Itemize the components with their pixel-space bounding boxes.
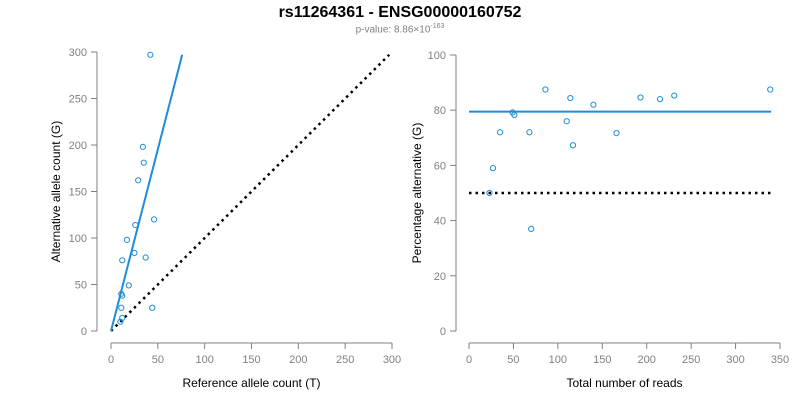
y-axis-title: Alternative allele count (G) — [49, 121, 63, 262]
data-point — [567, 94, 574, 102]
panel-allele-counts: 0 50 100 150 200 250 300 0 50 100 150 200 250 300 Refe… — [49, 47, 401, 390]
data-point — [132, 221, 139, 229]
x-tick-label: 200 — [638, 354, 656, 366]
x-tick-label: 200 — [289, 354, 307, 366]
data-point — [528, 225, 535, 232]
y-tick-label: 50 — [75, 280, 87, 292]
y-axis-title: Percentage alternative (G) — [410, 123, 424, 264]
data-point — [542, 86, 549, 93]
data-point — [150, 216, 158, 223]
panel-percentage-alternative: 0 50 100 150 200 250 300 350 0 20 40 60 80 100 Total n… — [410, 50, 789, 390]
data-point — [119, 257, 126, 264]
p-value-text: p-value: 8.86×10 — [355, 24, 431, 36]
data-point — [131, 249, 138, 256]
x-tick-label: 150 — [242, 354, 260, 366]
data-point — [119, 314, 126, 322]
y-tick-label: 20 — [434, 271, 446, 283]
data-point — [117, 318, 124, 325]
data-point — [135, 177, 142, 184]
y-tick-label: 100 — [69, 233, 87, 245]
x-tick-label: 250 — [336, 354, 354, 366]
y-tick-label: 250 — [69, 94, 87, 106]
x-tick-label: 100 — [195, 354, 213, 366]
data-point — [767, 86, 774, 93]
chart-title: rs11264361 - ENSG00000160752 — [278, 4, 522, 21]
x-axis-title: Total number of reads — [566, 376, 682, 390]
y-tick-label: 150 — [69, 187, 87, 199]
data-point — [139, 143, 146, 150]
data-point — [489, 165, 497, 172]
x-axis-title: Reference allele count (T) — [182, 376, 320, 390]
x-tick-label: 300 — [726, 354, 744, 366]
p-value-subtitle: p-value: 8.86×10-163 — [0, 23, 800, 35]
y-tick-label: 0 — [81, 326, 87, 338]
data-point — [497, 129, 504, 136]
data-point — [569, 142, 577, 149]
data-point — [140, 159, 147, 166]
p-value-exponent: -163 — [430, 23, 445, 30]
data-point — [526, 129, 533, 136]
data-point — [613, 130, 620, 137]
fit-line — [110, 54, 184, 332]
data-point — [511, 111, 518, 118]
data-point — [118, 304, 125, 311]
data-point — [149, 304, 156, 311]
data-point — [656, 96, 664, 103]
data-point — [147, 51, 154, 58]
x-tick-label: 350 — [771, 354, 789, 366]
x-tick-label: 50 — [152, 354, 164, 366]
data-point — [123, 236, 131, 243]
data-point — [486, 189, 493, 197]
y-tick-label: 60 — [434, 160, 446, 172]
data-point — [125, 282, 132, 289]
data-point — [590, 101, 597, 108]
data-point — [119, 292, 126, 299]
x-tick-label: 0 — [108, 354, 114, 366]
x-tick-label: 250 — [682, 354, 700, 366]
x-tick-label: 0 — [466, 354, 472, 366]
data-point — [142, 254, 149, 261]
y-tick-label: 40 — [434, 216, 446, 228]
y-tick-label: 300 — [69, 47, 87, 59]
reference-line — [110, 53, 391, 332]
y-tick-label: 0 — [440, 326, 446, 338]
x-tick-label: 150 — [593, 354, 611, 366]
x-tick-label: 300 — [383, 354, 401, 366]
data-point — [671, 92, 678, 99]
y-tick-label: 100 — [428, 50, 446, 62]
data-point — [637, 94, 644, 101]
y-tick-label: 80 — [434, 105, 446, 117]
x-tick-label: 50 — [507, 354, 519, 366]
y-tick-label: 200 — [69, 140, 87, 152]
x-tick-label: 100 — [549, 354, 567, 366]
data-point — [563, 118, 570, 125]
